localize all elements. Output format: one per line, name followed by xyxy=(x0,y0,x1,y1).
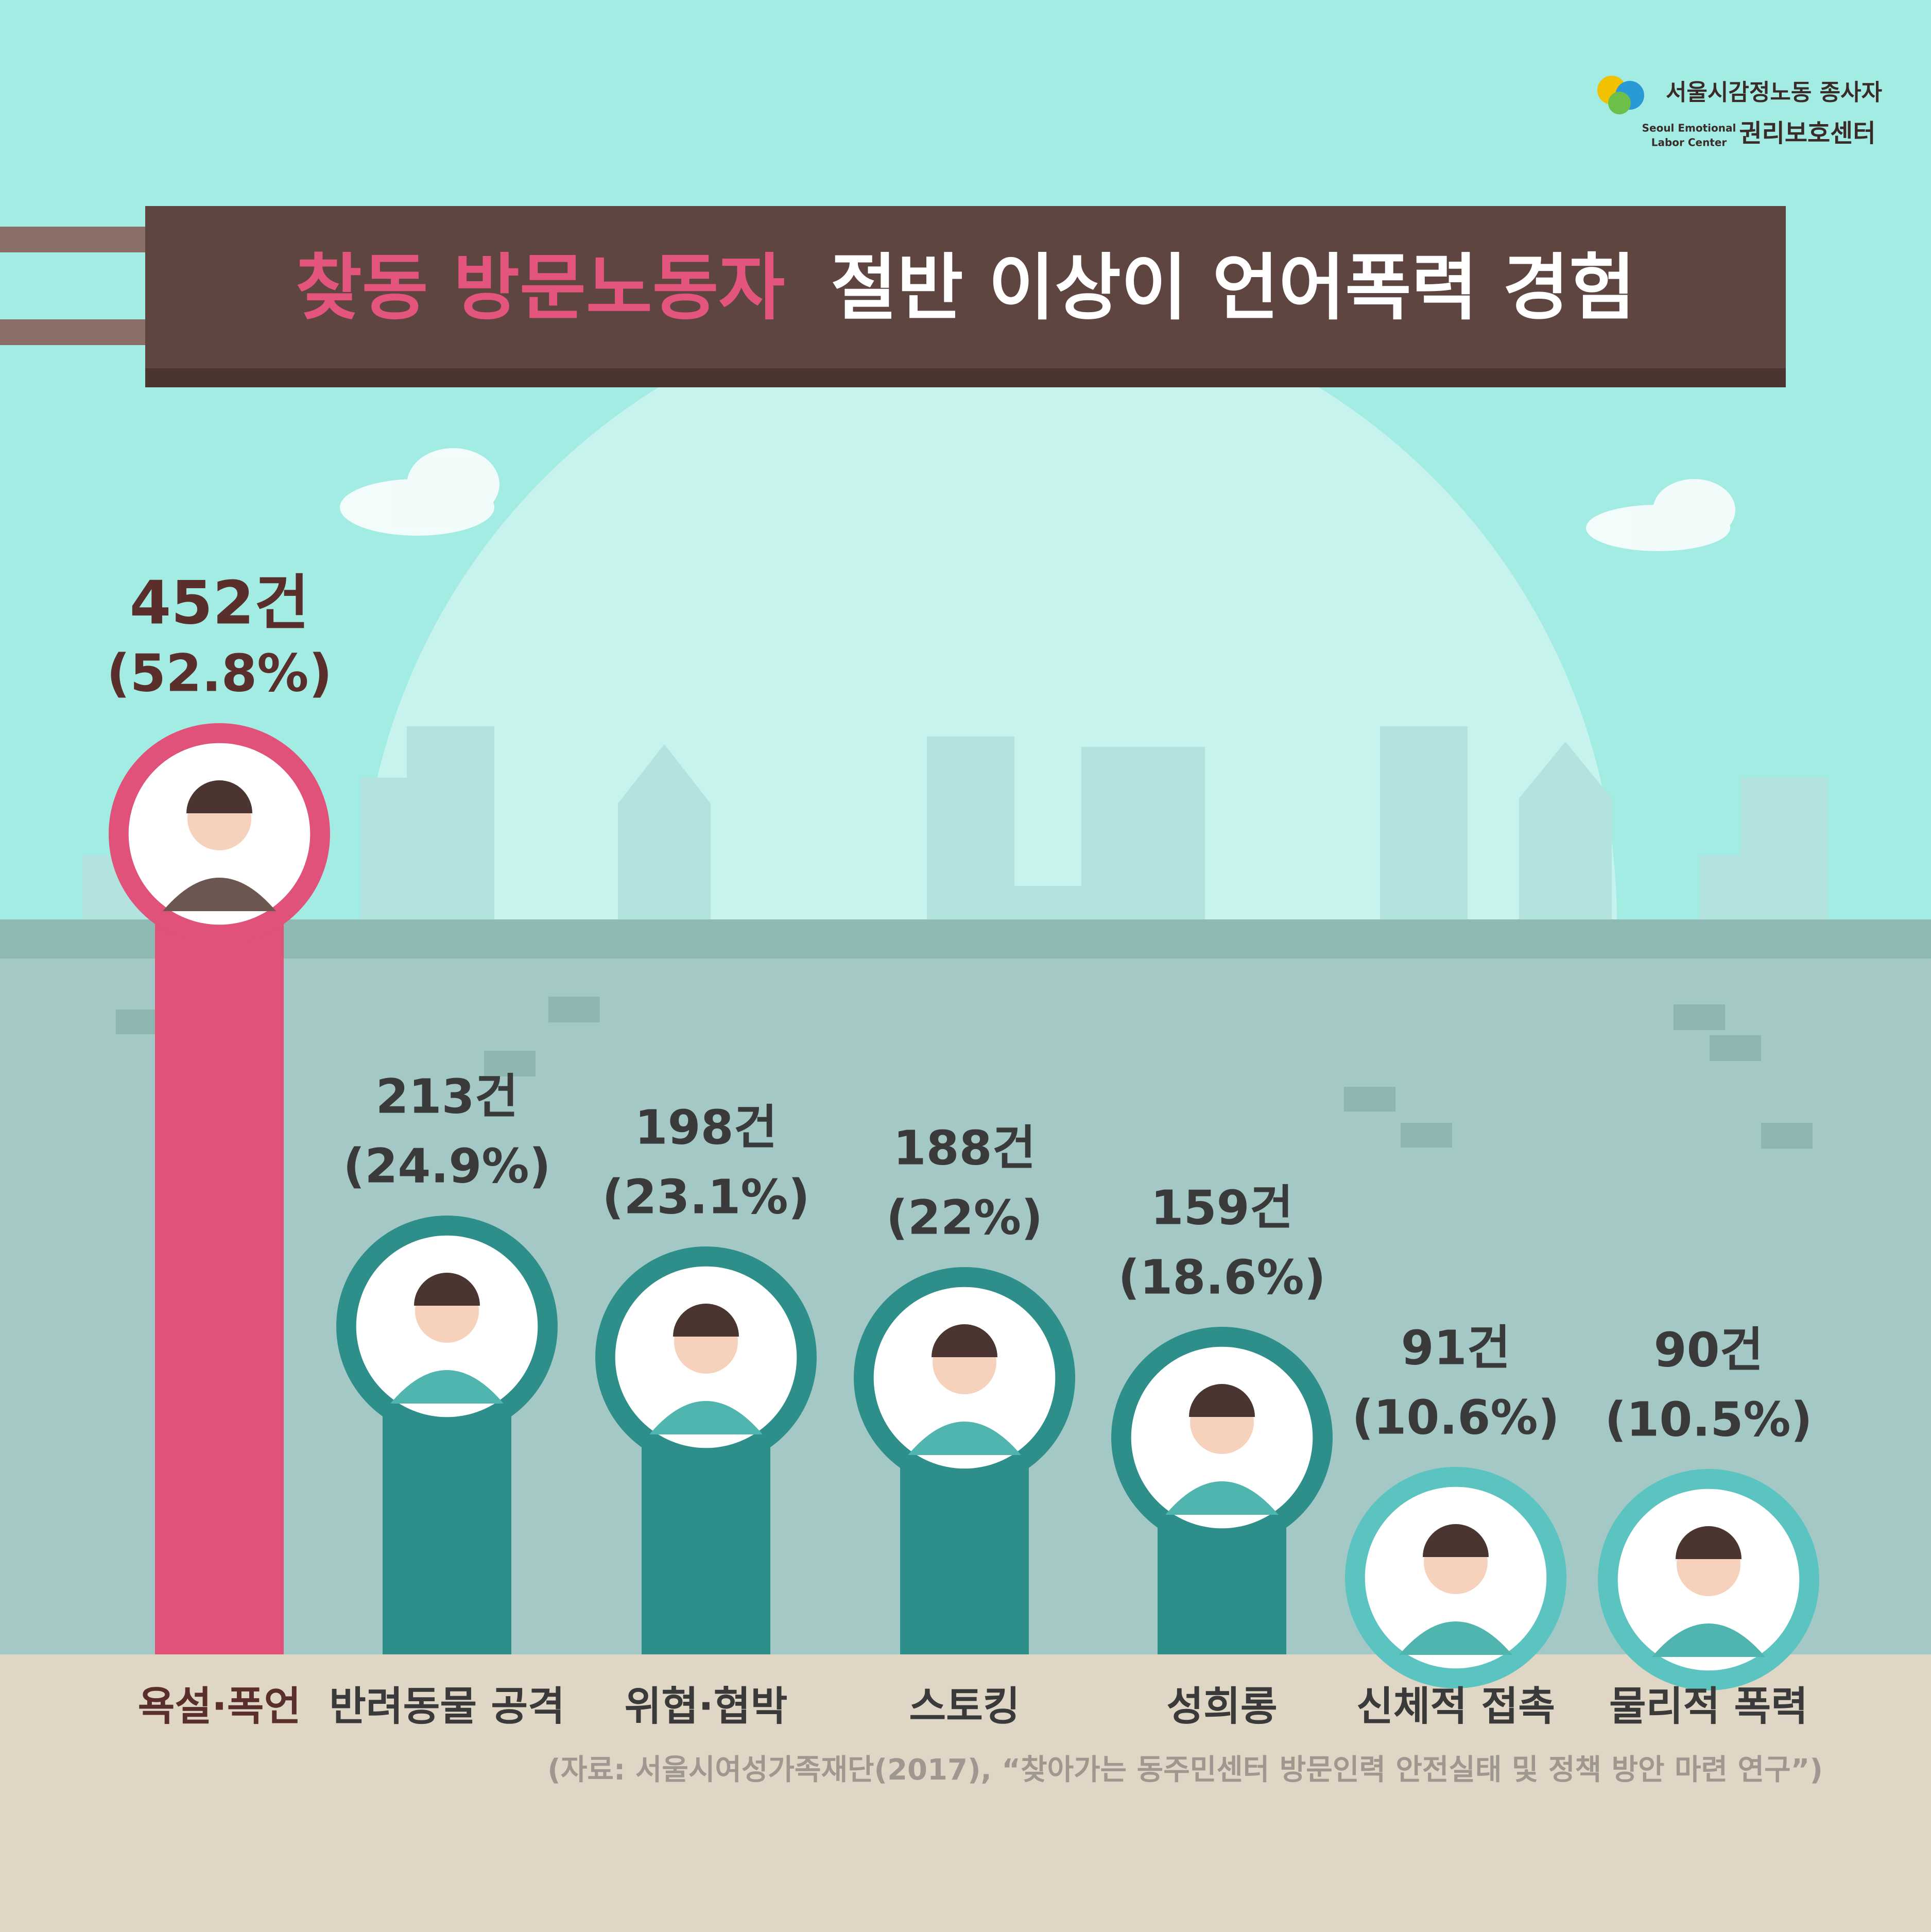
icon-hair xyxy=(1189,1384,1255,1417)
icon-hair xyxy=(1423,1524,1489,1557)
icon-body xyxy=(1652,1623,1765,1657)
sign-post xyxy=(0,227,149,252)
icon-hair xyxy=(673,1304,739,1337)
category-label: 물리적 폭력 xyxy=(1609,1683,1808,1730)
category-label: 욕설·폭언 xyxy=(138,1683,301,1730)
logo: 서울시감정노동 종사자 권리보호센터 Seoul Emotional Labor… xyxy=(1597,76,1882,149)
category-label: 스토킹 xyxy=(909,1683,1020,1730)
logo-name: 권리보호센터 xyxy=(1739,119,1876,148)
percent-label: (52.8%) xyxy=(107,643,332,703)
sign-post xyxy=(0,319,149,345)
title-sign xyxy=(145,206,1786,387)
logo-english: Labor Center xyxy=(1651,136,1727,149)
bricks xyxy=(116,997,1813,1149)
value-label: 198건 xyxy=(635,1100,778,1155)
category-label: 위협·협박 xyxy=(625,1683,788,1730)
value-label: 188건 xyxy=(893,1120,1036,1175)
icon-body xyxy=(908,1422,1021,1455)
icon-hair xyxy=(414,1273,480,1306)
title-sign-edge xyxy=(145,368,1786,387)
icon-hair xyxy=(186,780,252,813)
source-note: (자료: 서울시여성가족재단(2017), “찾아가는 동주민센터 방문인력 안… xyxy=(547,1753,1823,1787)
title-main: 절반 이상이 언어폭력 경험 xyxy=(831,246,1635,330)
clouds xyxy=(340,448,1735,551)
icon-body xyxy=(390,1370,504,1404)
value-label: 90건 xyxy=(1654,1322,1764,1377)
percent-label: (22%) xyxy=(886,1190,1043,1245)
category-label: 신체적 접촉 xyxy=(1356,1683,1555,1730)
percent-label: (23.1%) xyxy=(602,1169,809,1224)
value-label: 91건 xyxy=(1401,1320,1511,1375)
category-label: 반려동물 공격 xyxy=(329,1683,565,1730)
category-label: 성희롱 xyxy=(1166,1683,1277,1730)
title-highlight: 찾동 방문노동자 xyxy=(296,246,785,330)
value-label: 452건 xyxy=(130,569,309,638)
percent-label: (10.5%) xyxy=(1605,1392,1812,1447)
icon-hair xyxy=(1676,1526,1742,1559)
percent-label: (10.6%) xyxy=(1352,1390,1559,1445)
icon-body xyxy=(163,878,276,911)
icon-body xyxy=(1165,1481,1279,1515)
icon-hair xyxy=(932,1324,997,1357)
icon-body xyxy=(1399,1621,1512,1655)
value-label: 213건 xyxy=(376,1069,519,1124)
wall-top xyxy=(0,919,1931,959)
percent-label: (18.6%) xyxy=(1118,1250,1325,1305)
icon-body xyxy=(649,1401,763,1434)
bar xyxy=(155,834,284,1654)
value-label: 159건 xyxy=(1151,1180,1294,1235)
percent-label: (24.9%) xyxy=(343,1138,550,1193)
ground xyxy=(0,1654,1931,1932)
logo-name: 서울시감정노동 종사자 xyxy=(1666,79,1882,106)
logo-english: Seoul Emotional xyxy=(1642,122,1736,134)
chart-title: 찾동 방문노동자 절반 이상이 언어폭력 경험 xyxy=(296,246,1635,330)
